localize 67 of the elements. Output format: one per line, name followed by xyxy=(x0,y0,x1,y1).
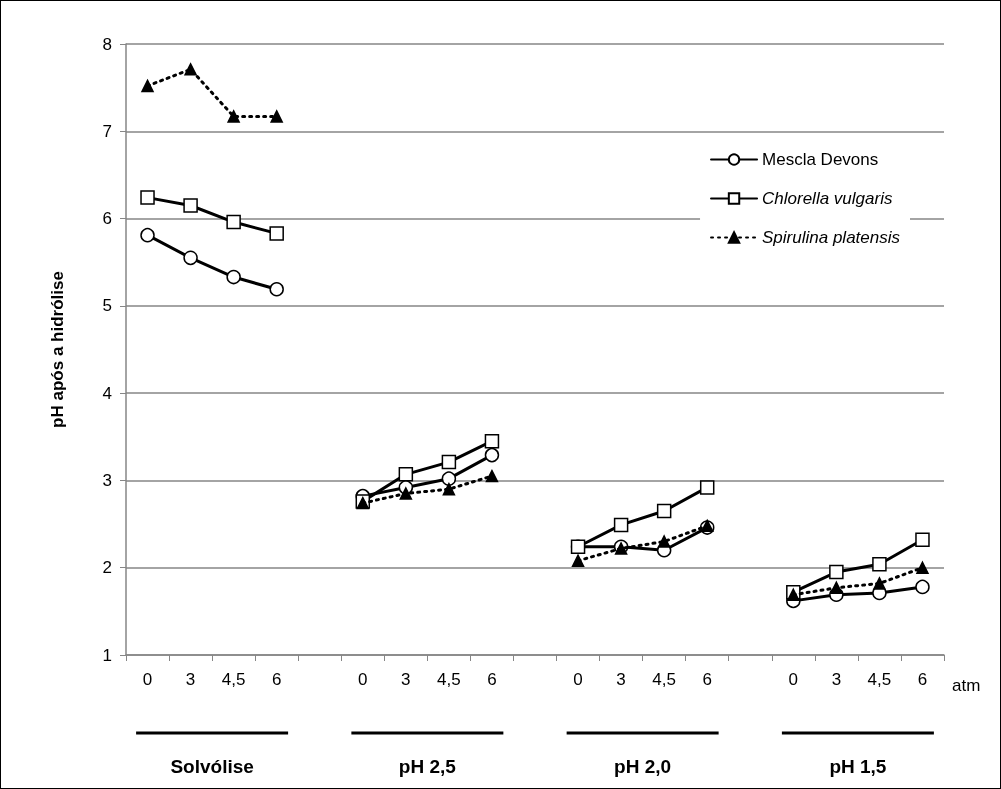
point xyxy=(183,250,198,266)
x-tick-label: 0 xyxy=(788,670,799,689)
point xyxy=(873,577,886,590)
text: Solvólise xyxy=(170,755,254,777)
x-tick-label: 3 xyxy=(616,670,626,689)
point xyxy=(226,269,241,285)
point xyxy=(570,539,586,555)
point xyxy=(141,79,154,93)
point xyxy=(656,503,672,519)
y-tick-label: 2 xyxy=(102,558,112,578)
point xyxy=(441,471,457,486)
point xyxy=(226,214,241,230)
legend-label: Mescla Devons xyxy=(762,150,879,169)
point xyxy=(140,190,155,205)
point xyxy=(269,282,284,297)
y-tick-label: 3 xyxy=(102,470,112,490)
y-tick-label: 4 xyxy=(102,383,112,403)
x-tick-label: 4,5 xyxy=(221,670,246,689)
point xyxy=(915,532,930,548)
point xyxy=(227,110,240,123)
point xyxy=(613,517,629,533)
point xyxy=(485,469,499,483)
x-tick-label: 4,5 xyxy=(867,670,892,689)
point xyxy=(183,198,198,213)
point xyxy=(872,556,887,572)
legend-label: Spirulina platensis xyxy=(762,228,901,247)
point xyxy=(699,480,715,495)
point xyxy=(484,433,500,449)
point xyxy=(829,564,844,580)
x-tick-label: 0 xyxy=(573,670,583,689)
x-tick-label: 0 xyxy=(358,670,368,689)
y-tick-label: 1 xyxy=(102,645,112,665)
x-tick-label: 4,5 xyxy=(652,670,676,689)
point xyxy=(270,110,283,123)
x-tick-label: 3 xyxy=(185,670,196,689)
point xyxy=(787,588,800,602)
x-tick-label: 6 xyxy=(271,670,282,689)
point xyxy=(830,581,843,595)
x-tick-label: 0 xyxy=(142,670,153,689)
point xyxy=(184,63,197,76)
x-tick-label: 6 xyxy=(917,670,928,689)
legend-label: Chlorella vulgaris xyxy=(762,189,893,208)
point xyxy=(399,487,413,500)
point xyxy=(915,579,930,595)
y-tick-label: 7 xyxy=(102,121,112,141)
y-tick-label: 6 xyxy=(102,209,112,229)
point xyxy=(484,447,500,463)
x-tick-label: 3 xyxy=(831,670,842,689)
y-axis-title: pH após a hidrólise xyxy=(48,271,67,428)
x-tick-label: 6 xyxy=(702,670,712,689)
point xyxy=(916,561,929,574)
point xyxy=(657,535,671,548)
x-tick-label: 6 xyxy=(487,670,497,689)
y-tick-label: 5 xyxy=(102,296,112,316)
text: pH 2,5 xyxy=(398,755,457,777)
x-axis-title: atm xyxy=(952,676,981,695)
text: pH 2,0 xyxy=(614,755,672,777)
x-tick-label: 3 xyxy=(401,670,411,689)
point xyxy=(398,467,414,482)
x-tick-label: 4,5 xyxy=(437,670,461,689)
point xyxy=(269,226,284,241)
y-tick-label: 8 xyxy=(102,34,112,54)
point xyxy=(442,482,456,496)
text: pH 1,5 xyxy=(829,755,887,777)
point xyxy=(441,454,457,470)
point xyxy=(571,554,585,567)
point xyxy=(140,227,155,243)
